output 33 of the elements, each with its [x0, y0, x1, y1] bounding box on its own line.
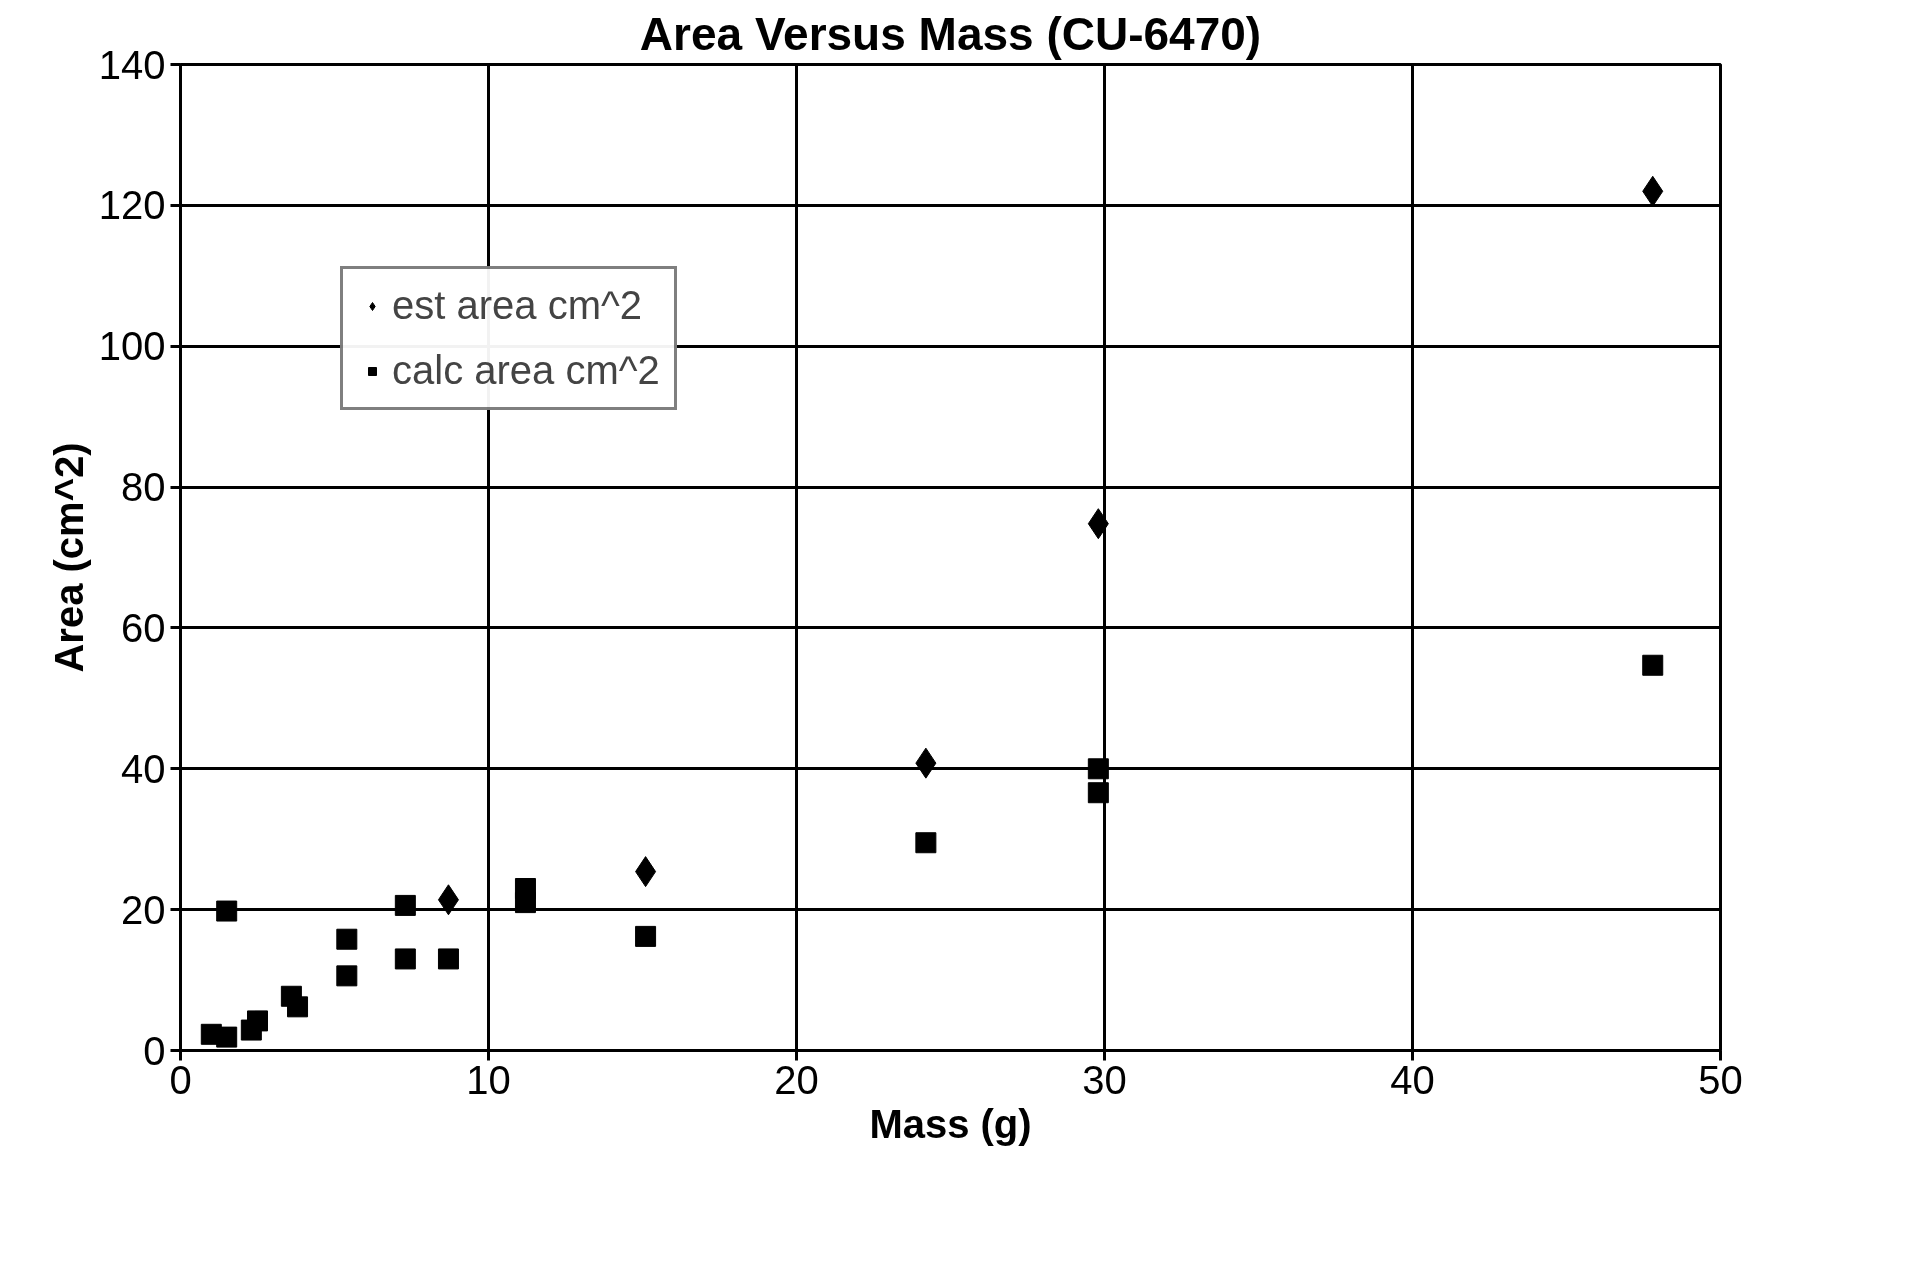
legend-label: est area cm^2	[392, 283, 642, 328]
point	[915, 832, 937, 854]
point	[394, 894, 416, 916]
point	[437, 948, 459, 970]
y-tick-label: 20	[121, 887, 166, 932]
point	[514, 892, 536, 914]
point	[216, 1026, 238, 1048]
x-tick-label: 50	[1698, 1057, 1743, 1102]
y-tick-label: 120	[98, 183, 166, 228]
x-tick-label: 30	[1082, 1057, 1127, 1102]
x-tick-label: 10	[466, 1057, 511, 1102]
y-axis-title: Area (cm^2)	[46, 442, 91, 673]
point	[1087, 758, 1109, 780]
y-tick-label: 0	[143, 1028, 166, 1073]
point	[635, 925, 657, 947]
y-tick-label: 100	[98, 324, 166, 369]
y-tick-label: 80	[121, 465, 166, 510]
legend-label: calc area cm^2	[392, 348, 660, 393]
point	[216, 900, 238, 922]
y-tick-label: 60	[121, 605, 166, 650]
x-axis-title: Mass (g)	[869, 1101, 1032, 1146]
point	[240, 1019, 262, 1041]
x-tick-label: 40	[1390, 1057, 1435, 1102]
point	[1087, 782, 1109, 804]
point	[336, 928, 358, 950]
point	[287, 996, 309, 1018]
point	[394, 948, 416, 970]
y-tick-label: 140	[98, 42, 166, 87]
x-tick-label: 20	[774, 1057, 819, 1102]
y-tick-label: 40	[121, 746, 166, 791]
point	[336, 965, 358, 987]
point	[1642, 654, 1664, 676]
chart-title: Area Versus Mass (CU-6470)	[639, 7, 1262, 60]
